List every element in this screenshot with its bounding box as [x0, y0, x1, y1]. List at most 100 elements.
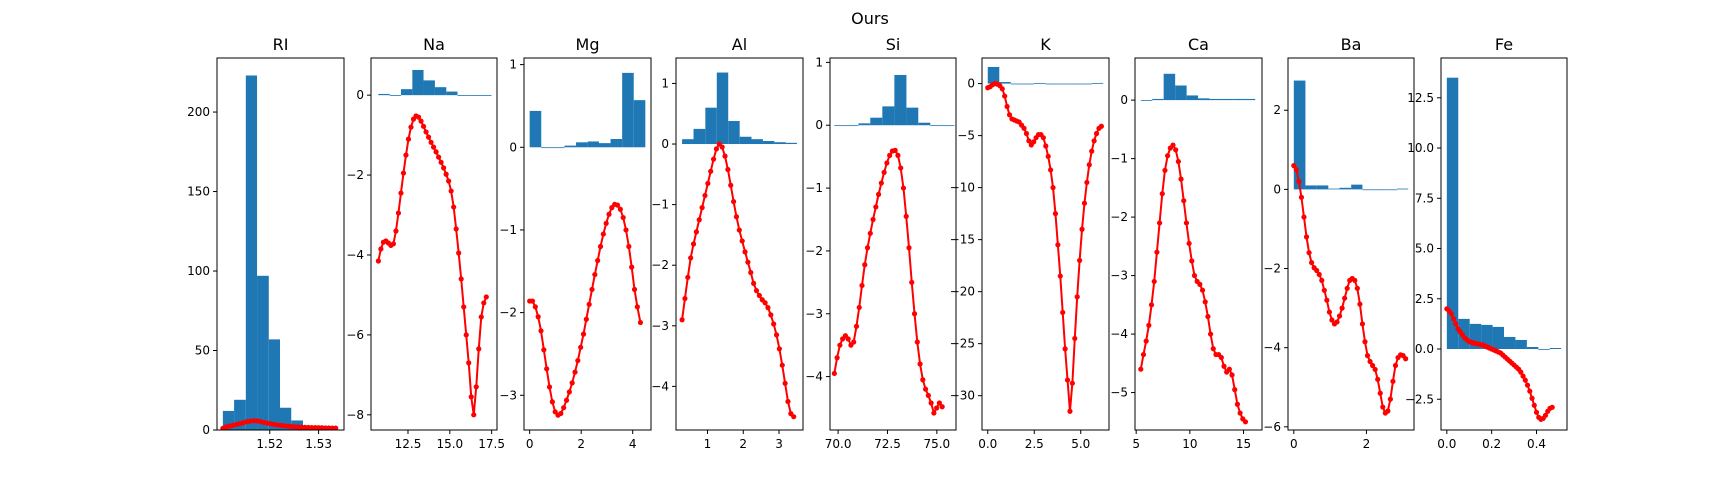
curve-point: [1091, 138, 1097, 144]
curve-point: [1336, 313, 1343, 319]
y-tick-label: −4: [651, 379, 669, 393]
curve-point: [845, 336, 851, 342]
histogram-bar: [468, 95, 481, 96]
curve-point: [1296, 178, 1302, 185]
curve-point: [928, 400, 934, 406]
y-tick-label: −3: [1110, 269, 1128, 283]
curve-point: [745, 259, 751, 265]
curve-point: [1291, 163, 1297, 169]
histogram-bar: [1163, 73, 1176, 101]
curve-point: [1316, 271, 1322, 278]
curve-point: [1329, 317, 1335, 323]
histogram-bar: [739, 136, 752, 145]
curve-point: [776, 346, 782, 352]
curve-point: [1293, 167, 1299, 173]
plot-area: [831, 74, 955, 416]
plot-area: [1138, 73, 1256, 425]
histogram-bar: [834, 125, 847, 127]
curve-point: [742, 249, 748, 255]
histogram-bar: [457, 95, 469, 96]
curve-point: [1232, 387, 1238, 393]
curve-point: [578, 344, 584, 350]
curve-point: [532, 304, 538, 310]
curve-point: [1342, 295, 1348, 301]
subplot-mg: Mg 0 2 4 1 0 −1 −2 −3: [499, 35, 652, 451]
histogram-bar: [480, 95, 492, 96]
y-tick-label: 5.0: [1415, 242, 1434, 256]
subplot-title: K: [1040, 35, 1051, 54]
curve-point: [1314, 267, 1320, 274]
curve-point: [1527, 388, 1533, 394]
curve-point: [1518, 369, 1524, 375]
curve-point: [884, 160, 890, 166]
histogram-bar: [552, 147, 565, 149]
curve-point: [476, 346, 482, 352]
y-tick-label: 100: [187, 264, 210, 278]
curve-point: [1403, 356, 1409, 362]
curve-point: [390, 241, 397, 247]
curve-point: [1148, 302, 1155, 308]
histogram-bar: [774, 142, 786, 145]
histogram-bar: [1045, 83, 1058, 85]
curve-point: [911, 311, 918, 317]
curve-point: [1207, 331, 1214, 337]
curve-point: [1448, 311, 1454, 317]
curve-point: [1189, 258, 1195, 264]
y-tick-label: −5: [1110, 386, 1128, 400]
histogram-bar: [1504, 336, 1516, 350]
y-tick-label: −2: [346, 168, 364, 182]
curve-point: [473, 384, 479, 390]
x-tick-label: 5.0: [1071, 437, 1090, 451]
x-tick-label: 1.53: [305, 437, 332, 451]
curve-point: [433, 149, 439, 155]
x-tick-label: 5: [1132, 437, 1140, 451]
curve-line: [1292, 165, 1407, 415]
curve-point: [634, 304, 640, 310]
y-tick-label: −3: [499, 388, 517, 402]
curve-point: [765, 305, 771, 311]
curve-point: [1084, 179, 1090, 186]
axes-frame: [1440, 57, 1568, 431]
curve-point: [1450, 316, 1457, 322]
curve-point: [420, 123, 427, 129]
curve-point: [1531, 402, 1537, 408]
curve-point: [1089, 148, 1095, 154]
histogram-bar: [693, 128, 706, 145]
x-tick-label: 2: [1363, 437, 1371, 451]
curve-point: [393, 228, 399, 234]
curve-point: [1146, 322, 1152, 328]
subplot-title: RI: [273, 35, 289, 54]
curve-point: [1175, 158, 1181, 165]
curve-point: [1064, 377, 1071, 383]
histogram-bar: [1492, 326, 1504, 350]
subplot-ri: RI 1.52 1.53 0 50 100 150 200: [187, 35, 345, 451]
curve-point: [690, 241, 697, 247]
curve-point: [875, 191, 882, 197]
curve-point: [1385, 408, 1391, 414]
curve-point: [1183, 220, 1190, 226]
curve-point: [1529, 395, 1535, 401]
axes-frame: [523, 57, 652, 431]
curve-point: [1050, 185, 1056, 191]
curve-point: [791, 414, 797, 420]
curve-point: [529, 298, 536, 304]
curve-point: [1387, 396, 1393, 402]
curve-point: [448, 188, 454, 194]
y-tick-label: −4: [1110, 327, 1128, 341]
curve-point: [541, 347, 547, 353]
histogram-bar: [682, 139, 694, 145]
curve-point: [1524, 382, 1531, 388]
histogram-bar: [587, 141, 599, 148]
y-tick-label: −20: [950, 285, 975, 299]
histogram-bar: [918, 122, 931, 126]
y-tick-label: 200: [187, 105, 210, 119]
y-tick-label: 0: [1273, 182, 1281, 196]
curve-point: [606, 211, 612, 217]
curve-point: [1060, 309, 1066, 316]
histogram-bar: [434, 87, 447, 96]
curve-point: [1390, 378, 1396, 384]
curve-point: [895, 152, 901, 158]
curve-point: [837, 342, 843, 348]
curve-point: [430, 144, 437, 150]
subplot-na: Na 12.5 15.0 17.5 0 −2 −4 −6 −8: [346, 35, 505, 451]
